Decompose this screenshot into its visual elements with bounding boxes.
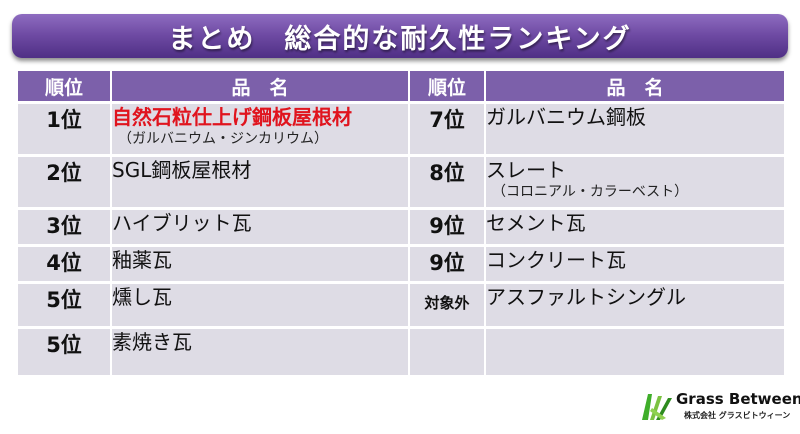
rank-cell: 5位 [18, 284, 110, 326]
rank-cell: 9位 [410, 247, 484, 281]
rank-cell: 9位 [410, 210, 484, 244]
company-logo: Grass Between 株式会社 グラスビトウィーン [640, 390, 800, 424]
table-row: 4位 釉薬瓦 9位 コンクリート瓦 [18, 247, 784, 281]
name-cell: セメント瓦 [486, 210, 784, 244]
logo-company-name: 株式会社 グラスビトウィーン [684, 411, 791, 420]
table-row: 1位 自然石粒仕上げ鋼板屋根材 （ガルバニウム・ジンカリウム） 7位 ガルバニウ… [18, 104, 784, 154]
product-name: ハイブリット瓦 [112, 211, 252, 235]
product-name: SGL鋼板屋根材 [112, 158, 252, 182]
rank-cell: 5位 [18, 329, 110, 375]
rank-cell: 7位 [410, 104, 484, 154]
name-cell-empty [486, 329, 784, 375]
name-cell: コンクリート瓦 [486, 247, 784, 281]
header-rank-left: 順位 [18, 71, 110, 101]
name-cell: 素焼き瓦 [112, 329, 408, 375]
rank-cell: 8位 [410, 157, 484, 207]
header-name-right: 品 名 [486, 71, 784, 101]
product-subtitle: （ガルバニウム・ジンカリウム） [118, 131, 328, 147]
name-cell: 釉薬瓦 [112, 247, 408, 281]
product-name: ガルバニウム鋼板 [486, 105, 646, 129]
header-name-left: 品 名 [112, 71, 408, 101]
name-cell: ガルバニウム鋼板 [486, 104, 784, 154]
title-banner: まとめ 総合的な耐久性ランキング [12, 14, 788, 58]
grass-logo-icon [642, 394, 672, 420]
product-name: セメント瓦 [486, 211, 586, 235]
product-name: スレート [486, 158, 566, 182]
name-cell: 自然石粒仕上げ鋼板屋根材 （ガルバニウム・ジンカリウム） [112, 104, 408, 154]
rank-cell-empty [410, 329, 484, 375]
ranking-table: 順位 品 名 順位 品 名 1位 自然石粒仕上げ鋼板屋根材 （ガルバニウム・ジン… [16, 68, 786, 378]
product-name: 燻し瓦 [112, 285, 172, 309]
name-cell: スレート （コロニアル・カラーベスト） [486, 157, 784, 207]
name-cell: 燻し瓦 [112, 284, 408, 326]
table-row: 5位 燻し瓦 対象外 アスファルトシングル [18, 284, 784, 326]
product-name: コンクリート瓦 [486, 248, 626, 272]
name-cell: アスファルトシングル [486, 284, 784, 326]
table-row: 5位 素焼き瓦 [18, 329, 784, 375]
table-row: 2位 SGL鋼板屋根材 8位 スレート （コロニアル・カラーベスト） [18, 157, 784, 207]
rank-cell: 3位 [18, 210, 110, 244]
header-rank-right: 順位 [410, 71, 484, 101]
rank-cell: 1位 [18, 104, 110, 154]
name-cell: ハイブリット瓦 [112, 210, 408, 244]
product-name: 釉薬瓦 [112, 248, 172, 272]
rank-cell: 2位 [18, 157, 110, 207]
slide-title: まとめ 総合的な耐久性ランキング [168, 23, 632, 55]
rank-cell: 4位 [18, 247, 110, 281]
product-name: 素焼き瓦 [112, 330, 192, 354]
rank-cell-excluded: 対象外 [410, 284, 484, 326]
name-cell: SGL鋼板屋根材 [112, 157, 408, 207]
product-name: アスファルトシングル [486, 285, 686, 309]
logo-wordmark: Grass Between [676, 390, 800, 408]
product-name-highlight: 自然石粒仕上げ鋼板屋根材 [112, 105, 352, 129]
table-row: 3位 ハイブリット瓦 9位 セメント瓦 [18, 210, 784, 244]
product-subtitle: （コロニアル・カラーベスト） [492, 184, 689, 200]
table-header-row: 順位 品 名 順位 品 名 [18, 71, 784, 101]
